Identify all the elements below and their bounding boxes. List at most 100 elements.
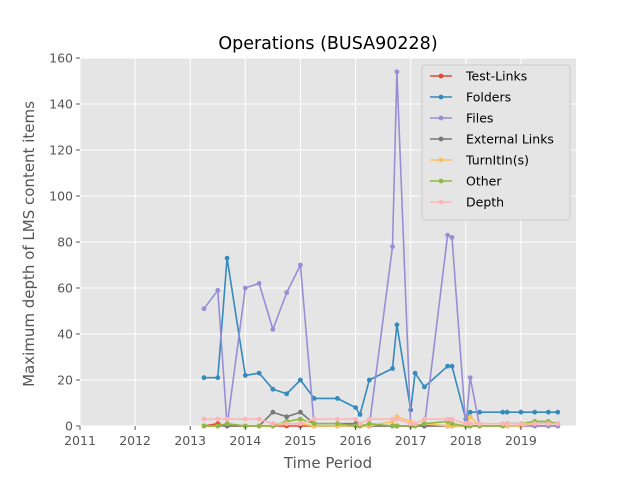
data-point — [357, 421, 363, 427]
x-tick-label: 2012 — [119, 433, 151, 448]
x-tick-label: 2017 — [395, 433, 427, 448]
data-point — [366, 377, 372, 383]
legend-frame — [421, 64, 571, 221]
data-point — [224, 416, 230, 422]
x-axis: 2011 2012 2013 2014 2015 2016 2017 2018 2019 — [64, 426, 537, 448]
legend-item: Test-Links — [430, 69, 527, 84]
legend-label: External Links — [466, 132, 554, 147]
data-point — [532, 421, 538, 427]
data-point — [311, 421, 317, 427]
x-tick-label: 2011 — [64, 433, 96, 448]
x-tick-label: 2015 — [285, 433, 317, 448]
data-point — [256, 416, 262, 422]
data-point — [215, 287, 221, 293]
y-tick-label: 100 — [49, 189, 73, 204]
data-point — [394, 416, 400, 422]
y-axis: 0 20 40 60 80 100 120 140 160 — [49, 51, 80, 434]
legend-swatch-marker — [438, 157, 444, 163]
data-point — [357, 412, 363, 417]
data-point — [298, 421, 303, 427]
x-tick-label: 2018 — [450, 433, 482, 448]
data-point — [467, 421, 473, 427]
legend-swatch-marker — [438, 94, 444, 100]
data-point — [555, 409, 561, 415]
series-layer — [201, 69, 561, 429]
x-tick-label: 2014 — [229, 433, 261, 448]
data-point — [284, 290, 290, 295]
data-point — [242, 373, 248, 378]
data-point — [270, 421, 276, 427]
data-point — [242, 416, 248, 422]
data-point — [467, 414, 473, 420]
data-point — [298, 377, 303, 383]
data-point — [449, 235, 455, 240]
data-point — [390, 244, 395, 250]
data-point — [504, 409, 510, 415]
legend-label: TurnItIn(s) — [465, 153, 529, 168]
legend-swatch-marker — [438, 136, 444, 142]
data-point — [449, 421, 455, 427]
data-point — [445, 232, 450, 238]
data-point — [311, 416, 317, 422]
data-point — [394, 322, 400, 328]
data-point — [412, 421, 418, 427]
legend-label: Other — [466, 174, 502, 189]
data-point — [256, 370, 262, 376]
data-point — [298, 409, 303, 415]
data-point — [201, 423, 207, 429]
series-folders — [201, 255, 561, 422]
data-point — [504, 421, 510, 427]
data-point — [408, 421, 414, 427]
legend-label: Test-Links — [465, 69, 527, 84]
data-point — [366, 421, 372, 427]
data-point — [532, 409, 538, 415]
legend-item: Files — [430, 111, 493, 126]
data-point — [298, 416, 303, 422]
x-tick-label: 2019 — [505, 433, 537, 448]
data-point — [201, 306, 207, 312]
data-point — [422, 384, 427, 390]
data-point — [467, 375, 473, 381]
legend-swatch-marker — [438, 73, 444, 79]
legend-label: Depth — [466, 195, 504, 210]
data-point — [215, 416, 221, 422]
data-point — [394, 423, 400, 429]
data-point — [449, 363, 455, 369]
legend-swatch-marker — [438, 178, 444, 184]
y-tick-label: 140 — [49, 97, 73, 112]
y-tick-label: 120 — [49, 143, 73, 158]
data-point — [500, 409, 506, 415]
data-point — [284, 421, 290, 427]
legend-item: TurnItIn(s) — [430, 153, 529, 168]
data-point — [445, 363, 450, 369]
data-point — [390, 416, 395, 422]
data-point — [422, 416, 427, 422]
data-point — [463, 421, 469, 427]
legend-item: Other — [430, 174, 502, 189]
data-point — [215, 375, 221, 381]
data-point — [412, 370, 418, 376]
data-point — [270, 386, 276, 392]
y-tick-label: 40 — [57, 327, 73, 342]
data-point — [256, 281, 262, 286]
y-tick-label: 160 — [49, 51, 73, 66]
legend-item: External Links — [430, 132, 554, 147]
data-point — [500, 421, 506, 427]
data-point — [390, 366, 395, 371]
data-point — [445, 423, 450, 429]
data-point — [284, 391, 290, 397]
data-point — [546, 409, 551, 415]
data-point — [256, 423, 262, 429]
data-point — [366, 416, 372, 422]
legend-item: Folders — [430, 90, 511, 105]
x-axis-label: Time Period — [283, 454, 372, 472]
data-point — [335, 421, 340, 427]
legend-label: Files — [466, 111, 493, 126]
data-point — [298, 262, 303, 268]
y-tick-label: 0 — [65, 419, 73, 434]
data-point — [518, 421, 524, 427]
data-point — [335, 416, 340, 422]
data-point — [335, 396, 340, 401]
legend-swatch-marker — [438, 115, 444, 121]
data-point — [422, 421, 427, 427]
